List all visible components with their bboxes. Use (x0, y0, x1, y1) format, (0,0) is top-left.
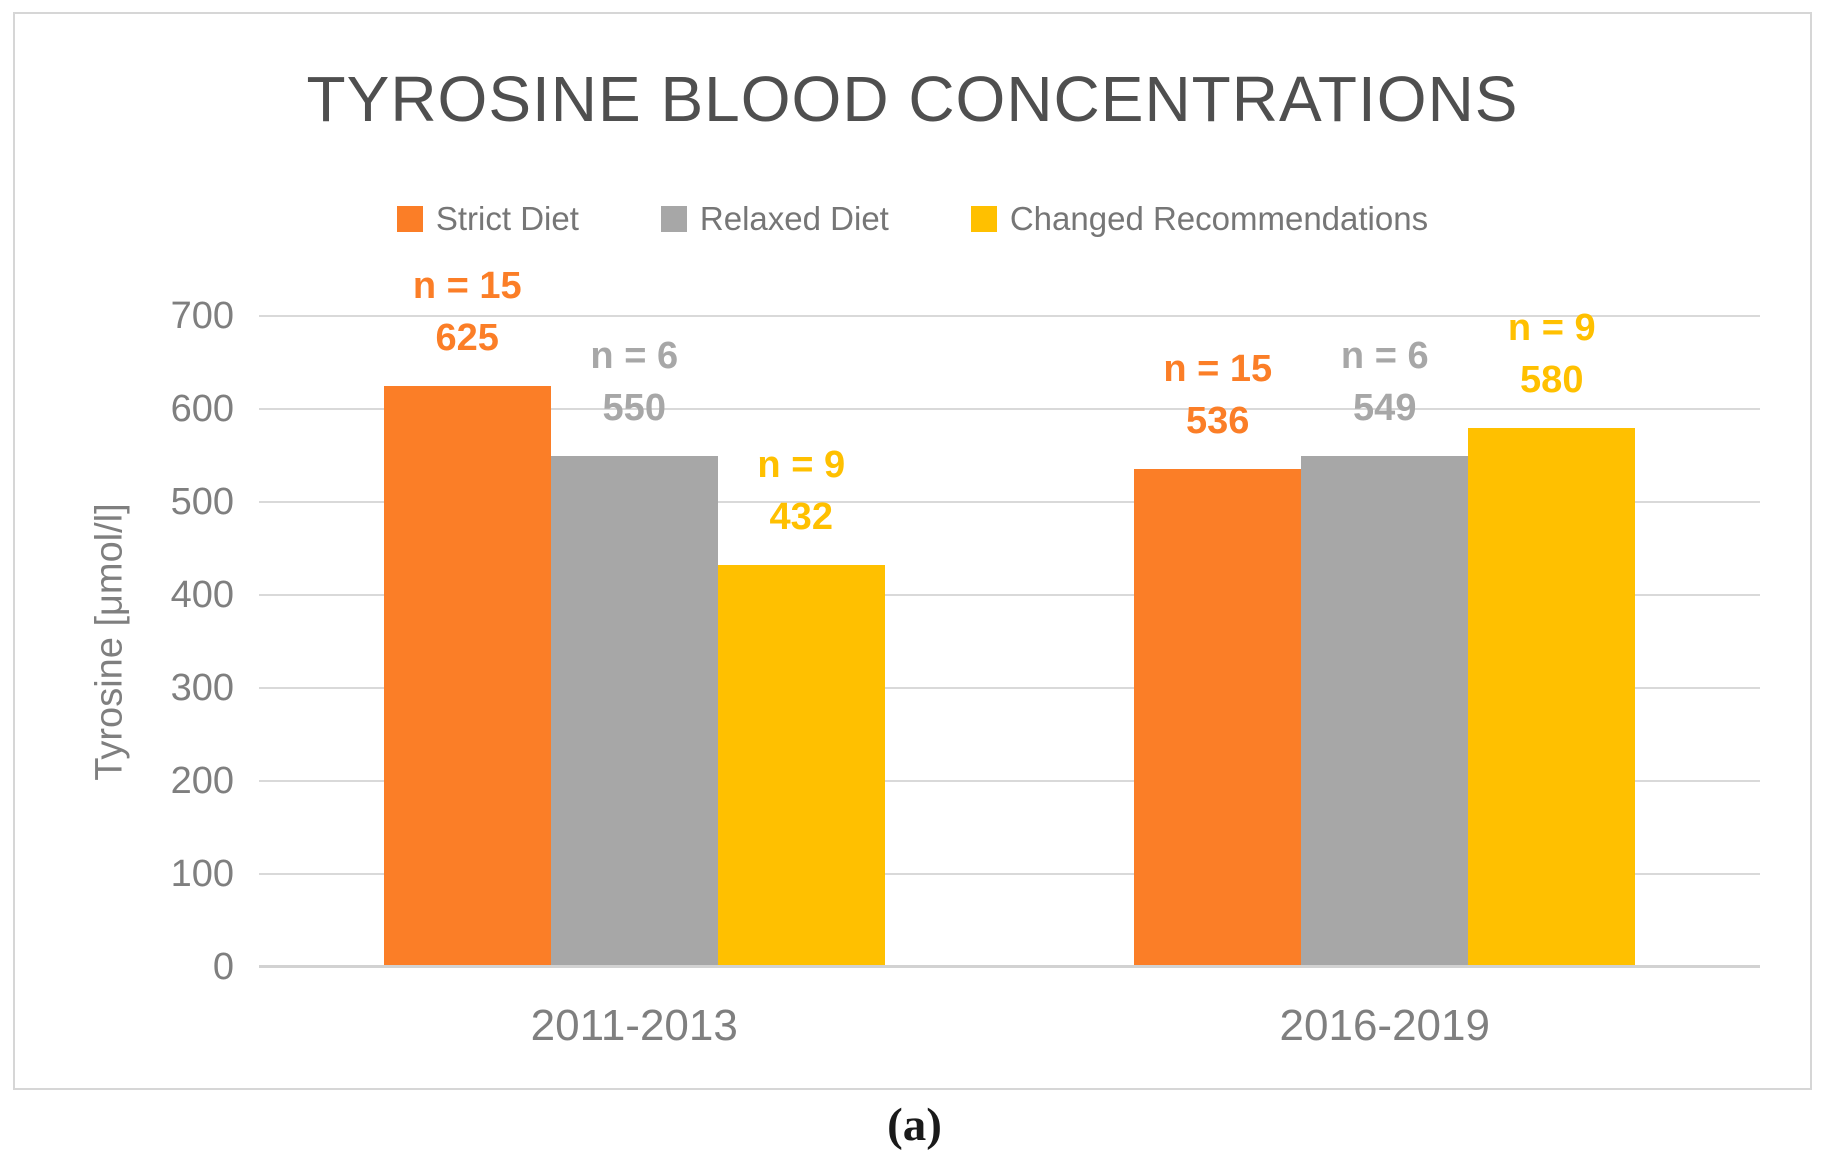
gridline (259, 501, 1760, 503)
y-tick-label: 200 (170, 760, 234, 802)
bar-data-label: n = 9 (1507, 306, 1596, 349)
y-tick-label: 100 (170, 853, 234, 895)
bar-data-label: 549 (1353, 387, 1417, 430)
legend-label: Strict Diet (435, 200, 579, 237)
bar (1134, 468, 1302, 967)
bar-label-block: n = 15 625 (413, 260, 522, 364)
bar-data-label: n = 6 (1340, 335, 1429, 378)
gridline (259, 780, 1760, 782)
plot-area: 0 100 200 300 400 500 600 700 n = 15 625 n = 6 550 n… (171, 265, 1760, 1050)
figure-caption: (a) (887, 1099, 942, 1151)
bar (550, 455, 718, 967)
bar-group: n = 15 536 n = 6 549 n = 9 580 (1134, 302, 1636, 967)
gridline (259, 594, 1760, 596)
y-tick-label: 300 (170, 667, 234, 709)
gridline (259, 408, 1760, 410)
legend-item: Changed Recommendations (970, 200, 1429, 238)
legend-swatch-icon (396, 206, 423, 232)
legend-swatch-icon (660, 206, 687, 232)
x-category-label: 2011-2013 (530, 1001, 738, 1050)
y-tick-label: 0 (212, 946, 234, 988)
bar-data-label: 432 (769, 496, 833, 539)
bar (1301, 456, 1469, 967)
bar-data-label: n = 9 (757, 444, 846, 487)
gridline (259, 687, 1760, 689)
bar-label-block: n = 9 580 (1508, 302, 1596, 406)
chart-legend: Strict Diet Relaxed Diet Changed Recommend… (15, 200, 1810, 238)
bar (1468, 427, 1636, 967)
bar-label-block: n = 15 536 (1163, 343, 1272, 447)
bar-data-label: 625 (435, 316, 499, 359)
bar-data-label: 536 (1186, 399, 1250, 442)
chart-title: TYROSINE BLOOD CONCENTRATIONS (306, 63, 1519, 135)
bar-data-label: 580 (1520, 358, 1584, 401)
chart-figure: TYROSINE BLOOD CONCENTRATIONS Strict Die… (13, 12, 1812, 1090)
bar-group: n = 15 625 n = 6 550 n = 9 432 (383, 260, 885, 967)
bar (383, 385, 551, 967)
bar-column: n = 15 536 (1134, 343, 1302, 967)
y-tick-label: 500 (170, 481, 234, 523)
bar (717, 565, 885, 967)
bar-data-label: 550 (602, 386, 666, 429)
bar-data-label: n = 6 (590, 334, 679, 377)
bar-data-label: n = 15 (412, 264, 522, 307)
bar-label-block: n = 6 550 (590, 330, 678, 434)
gridline (259, 315, 1760, 317)
y-tick-label: 400 (170, 574, 234, 616)
bar-column: n = 15 625 (383, 260, 551, 967)
bar-column: n = 6 550 (550, 330, 718, 967)
y-tick-label: 700 (170, 295, 234, 337)
bar-label-block: n = 9 432 (757, 439, 845, 543)
bar-column: n = 6 549 (1301, 330, 1469, 967)
legend-label: Relaxed Diet (699, 200, 889, 237)
bar-label-block: n = 6 549 (1341, 330, 1429, 434)
y-tick-label: 600 (170, 388, 234, 430)
bar-column: n = 9 580 (1468, 302, 1636, 967)
gridline (259, 873, 1760, 875)
bar-data-label: n = 15 (1163, 347, 1273, 390)
bar-column: n = 9 432 (717, 439, 885, 967)
x-category-label: 2016-2019 (1279, 1001, 1490, 1050)
y-axis-title: Tyrosine [μmol/l] (88, 503, 131, 781)
x-axis-line (259, 965, 1760, 968)
legend-item: Strict Diet (396, 200, 579, 238)
legend-swatch-icon (970, 206, 997, 232)
legend-label: Changed Recommendations (1009, 200, 1429, 237)
legend-item: Relaxed Diet (660, 200, 889, 238)
